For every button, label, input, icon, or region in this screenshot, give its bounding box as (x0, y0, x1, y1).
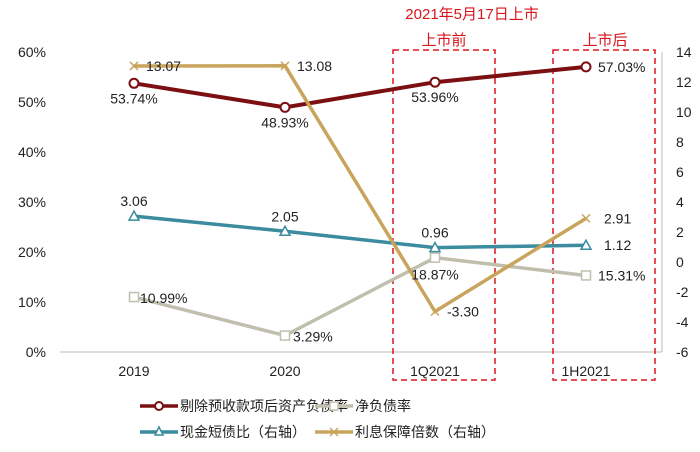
data-point-marker (279, 101, 291, 113)
data-point-marker (429, 252, 441, 263)
right-tick-label: 0 (676, 254, 684, 270)
data-label: 53.74% (110, 90, 157, 106)
legend-label: 利息保障倍数（右轴） (355, 424, 495, 440)
data-label: -3.30 (447, 304, 479, 320)
right-tick-label: 10 (676, 104, 692, 120)
right-tick-label: 4 (676, 194, 684, 210)
data-point-marker (128, 77, 140, 89)
data-label: 3.06 (120, 193, 147, 209)
left-tick-label: 0% (26, 344, 46, 360)
data-point-marker (580, 270, 592, 281)
post-listing-box (552, 49, 656, 381)
legend-cross-marker-icon (329, 427, 339, 437)
data-point-marker (581, 213, 591, 223)
x-tick-label: 1H2021 (561, 363, 610, 379)
data-label: 2.91 (604, 210, 631, 226)
pre-listing-box (392, 49, 496, 381)
legend-square-marker-icon (329, 401, 339, 411)
data-label: 2.05 (271, 208, 298, 224)
data-point-marker (579, 238, 593, 250)
left-tick-label: 10% (18, 294, 46, 310)
series-line-1 (133, 64, 587, 110)
data-label: 1.12 (604, 237, 631, 253)
legend-triangle-marker-icon (153, 425, 165, 436)
data-label: 18.87% (411, 267, 458, 283)
right-tick-label: -4 (676, 314, 689, 330)
left-tick-label: 20% (18, 244, 46, 260)
data-point-marker (128, 291, 140, 303)
data-point-marker (278, 224, 292, 236)
x-tick-label: 2020 (269, 363, 300, 379)
data-label: 15.31% (598, 267, 645, 283)
data-label: 53.96% (411, 89, 458, 105)
right-tick-label: 6 (676, 164, 684, 180)
data-point-marker (429, 76, 441, 88)
left-tick-label: 40% (18, 144, 46, 160)
data-label: 13.08 (297, 58, 332, 74)
right-tick-label: 14 (676, 44, 692, 60)
series-line-2 (133, 255, 587, 338)
right-tick-label: 12 (676, 74, 692, 90)
data-point-marker (279, 330, 291, 341)
data-label: 3.29% (293, 329, 333, 345)
data-label: 13.07 (146, 58, 181, 74)
right-tick-label: -2 (676, 284, 689, 300)
data-label: 10.99% (140, 290, 187, 306)
legend-label: 剔除预收款项后资产负债率 (180, 398, 348, 414)
data-label: 48.93% (261, 114, 308, 130)
right-tick-label: 8 (676, 134, 684, 150)
legend-label: 现金短债比（右轴） (180, 424, 306, 440)
series-line-4 (133, 64, 587, 314)
annotation-after-label: 上市后 (582, 32, 627, 49)
annotation-before-label: 上市前 (421, 32, 466, 49)
data-point-marker (127, 209, 141, 221)
left-tick-label: 50% (18, 94, 46, 110)
x-tick-label: 2019 (118, 363, 149, 379)
data-point-marker (430, 306, 440, 317)
data-label: 57.03% (598, 59, 645, 75)
data-point-marker (129, 61, 139, 71)
left-tick-label: 30% (18, 194, 46, 210)
x-tick-label: 1Q2021 (410, 363, 460, 379)
annotation-listing-title: 2021年5月17日上市 (405, 6, 538, 23)
series-line-3 (133, 214, 587, 250)
data-point-marker (428, 241, 442, 253)
right-tick-label: 2 (676, 224, 684, 240)
data-point-marker (280, 61, 290, 71)
legend-circle-marker-icon (154, 401, 164, 411)
left-tick-label: 60% (18, 44, 46, 60)
data-label: 0.96 (421, 225, 448, 241)
right-tick-label: -6 (676, 344, 689, 360)
legend-label: 净负债率 (355, 398, 411, 414)
data-point-marker (580, 61, 592, 73)
